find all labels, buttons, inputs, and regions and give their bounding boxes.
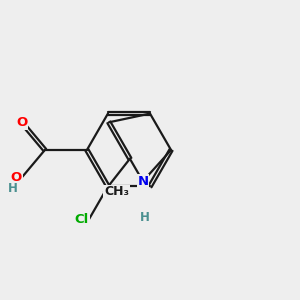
Text: O: O (16, 116, 28, 129)
Text: Cl: Cl (75, 213, 89, 226)
Text: O: O (11, 171, 22, 184)
Text: H: H (8, 182, 18, 195)
Text: CH₃: CH₃ (104, 185, 129, 198)
Text: H: H (140, 211, 150, 224)
Text: N: N (137, 175, 148, 188)
